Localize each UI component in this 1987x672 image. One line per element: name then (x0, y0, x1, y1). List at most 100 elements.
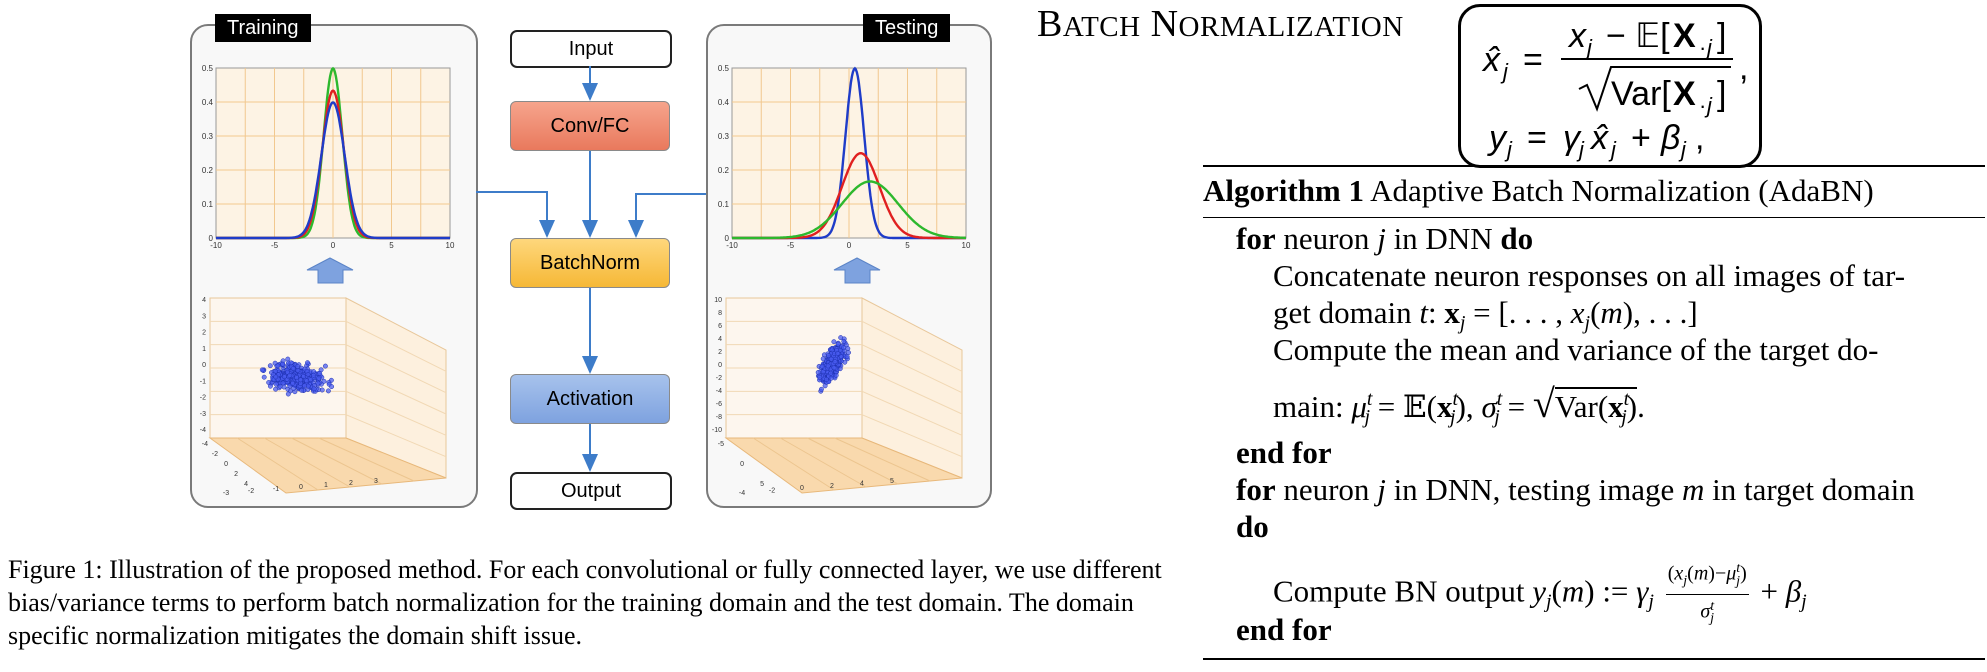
testing-scatter-floor (724, 437, 963, 494)
testing-curve-2 (732, 180, 966, 240)
algorithm-bottom-rule (1203, 658, 1985, 660)
testing-scatter-xtick: 2 (830, 483, 834, 490)
svg-text:Var[: Var[ (1611, 75, 1671, 113)
testing-scatter-points (815, 335, 851, 394)
testing-scatter-ytick: -6 (716, 401, 722, 408)
training-distribution-plot: 0.50.40.30.20.10-10 -5 0 5 10 (202, 64, 455, 250)
activation-box: Activation (510, 374, 670, 424)
training-scatter-floor (208, 437, 447, 494)
testing-scatter-xtick: -4 (739, 490, 745, 497)
training-xtick: 5 (389, 241, 394, 250)
training-scatter-xtick: 0 (299, 484, 303, 491)
testing-scatter-ytick: -8 (716, 414, 722, 421)
algorithm-line-mean-variance: Compute the mean and variance of the tar… (1273, 332, 1879, 367)
testing-scatter-ytick: 4 (718, 336, 722, 343)
algorithm-top-rule (1203, 165, 1985, 167)
svg-text:j: j (1704, 93, 1713, 118)
testing-label: Testing (863, 14, 951, 42)
testing-scatter-ztick: 0 (740, 461, 744, 468)
testing-scatter-ztick: 5 (760, 481, 764, 488)
svg-text:·: · (1699, 35, 1706, 60)
training-up-arrow (306, 257, 354, 284)
batch-normalization-heading: BATCH NORMALIZATION (1037, 3, 1404, 45)
flow-arrows (306, 66, 881, 472)
training-scatter-points (259, 356, 335, 397)
training-scatter-ztick: 0 (224, 461, 228, 468)
batchnorm-box: BatchNorm (510, 238, 670, 288)
svg-text:X: X (1673, 75, 1696, 113)
testing-scatter-ytick: -10 (712, 427, 722, 434)
training-ytick: 0 (209, 234, 214, 243)
algorithm-title: Algorithm 1 Adaptive Batch Normalization… (1203, 173, 1874, 208)
algorithm-line-for-1: for neuron j in DNN do (1236, 221, 1534, 256)
figure-caption: Figure 1: Illustration of the proposed m… (8, 555, 1162, 650)
testing-scatter-ytick: 2 (718, 349, 722, 356)
testing-scatter-ztick: -5 (718, 441, 724, 448)
testing-ytick: 0.1 (718, 200, 730, 209)
training-scatter-ytick: 3 (202, 313, 206, 320)
training-scatter-ytick: 1 (202, 346, 206, 353)
algorithm-line-target-domain: get domain t: xj = [. . . , xj(m), . . .… (1273, 295, 1698, 334)
algorithm-line-do: do (1236, 509, 1269, 544)
svg-text:·: · (1699, 93, 1706, 118)
testing-scatter-ytick: -4 (716, 388, 722, 395)
svg-text:y: y (1487, 119, 1508, 157)
testing-scatter-ytick: 0 (718, 362, 722, 369)
training-ytick: 0.5 (202, 64, 214, 73)
algorithm-header-rule (1203, 217, 1985, 218)
testing-3d-scatter: 10 8 6 4 2 0 -2 -4 -6 -8 -10 -4 -2 0 2 4 5 -5 0 5 (712, 297, 963, 497)
training-scatter-ztick: -2 (212, 451, 218, 458)
arrow-testing-bn (628, 193, 706, 238)
testing-up-arrow (833, 257, 881, 284)
svg-text:=: = (1523, 41, 1543, 79)
training-scatter-ytick: 4 (202, 297, 206, 304)
svg-text:γ: γ (1563, 119, 1582, 157)
svg-text:,: , (1695, 119, 1704, 157)
svg-text:β: β (1660, 119, 1680, 157)
training-xtick: -10 (210, 241, 222, 250)
training-xtick: 0 (331, 241, 336, 250)
testing-xtick: -5 (787, 241, 795, 250)
training-scatter-xtick: 3 (374, 478, 378, 485)
algorithm-line-bn-output: Compute BN output yj(m) := γj (xj(m)−μtj… (1273, 557, 1807, 631)
testing-scatter-xtick: -2 (769, 488, 775, 495)
training-scatter-ytick: -1 (200, 378, 206, 385)
svg-text:j: j (1584, 35, 1593, 60)
training-scatter-ytick: -2 (200, 395, 206, 402)
training-scatter-ztick: 4 (244, 481, 248, 488)
training-scatter-ytick: -4 (200, 427, 206, 434)
svg-text:x: x (1567, 17, 1587, 55)
training-scatter-ytick: 2 (202, 330, 206, 337)
training-scatter-xtick: 1 (324, 482, 328, 489)
testing-scatter-ytick: 8 (718, 310, 722, 317)
svg-text:j: j (1678, 137, 1687, 162)
training-scatter-ztick: 2 (234, 471, 238, 478)
algorithm-line-main: main: μtj = 𝔼(xtj), σtj = √Var(xtj). (1273, 381, 1645, 429)
algorithm-block: Algorithm 1 Adaptive Batch Normalization… (1203, 165, 1985, 665)
training-curve-2 (216, 101, 450, 240)
training-scatter-xtick: -2 (248, 488, 254, 495)
arrow-training-bn (476, 191, 555, 238)
training-scatter-xtick: -3 (223, 490, 229, 497)
testing-xtick: 5 (905, 241, 910, 250)
svg-text:j: j (1608, 137, 1617, 162)
svg-text:]: ] (1717, 75, 1726, 113)
output-box: Output (510, 472, 672, 510)
testing-ytick: 0 (725, 234, 730, 243)
testing-xtick: 0 (847, 241, 852, 250)
svg-text:j: j (1504, 137, 1513, 162)
training-ytick: 0.4 (202, 98, 214, 107)
testing-xtick: 10 (962, 241, 971, 250)
training-label: Training (215, 14, 311, 42)
training-ytick: 0.1 (202, 200, 214, 209)
training-ytick: 0.2 (202, 166, 214, 175)
svg-text:]: ] (1717, 17, 1726, 55)
testing-scatter-ytick: 10 (714, 297, 722, 304)
testing-scatter-xtick: 5 (890, 478, 894, 485)
svg-text:j: j (1500, 59, 1509, 84)
svg-text:j: j (1704, 35, 1713, 60)
training-scatter-xtick: 2 (349, 480, 353, 487)
